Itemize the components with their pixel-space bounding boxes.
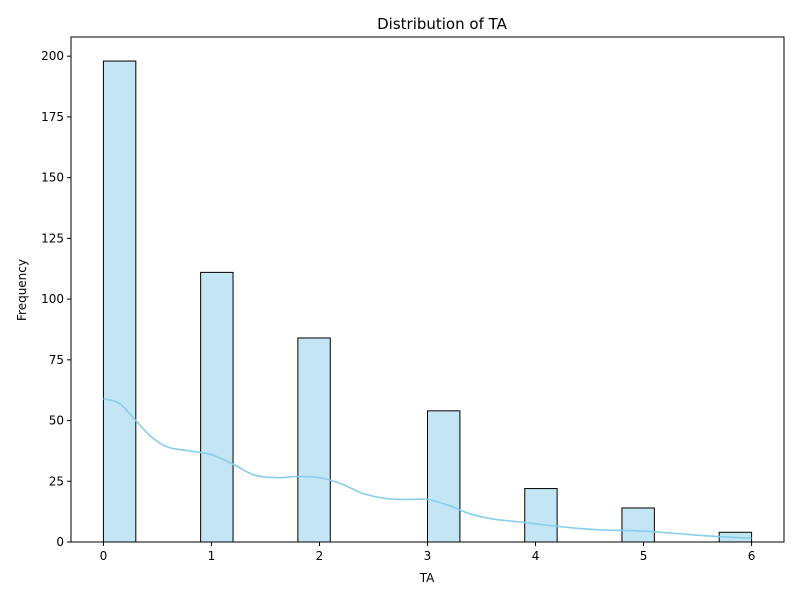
x-tick-label: 1 (208, 549, 216, 563)
y-tick-label: 100 (41, 292, 64, 306)
x-axis-label: TA (419, 571, 435, 585)
histogram-bar-1 (200, 271, 234, 543)
x-axis: 0 1 2 3 4 5 6 (100, 542, 756, 563)
histogram-bar-4 (524, 488, 558, 543)
y-tick-label: 125 (41, 231, 64, 245)
axes-spines (70, 36, 785, 543)
y-axis: 0 25 50 75 100 125 150 175 200 (41, 49, 71, 549)
y-tick-label: 150 (41, 171, 64, 185)
y-tick-label: 25 (49, 474, 64, 488)
x-tick-label: 3 (424, 549, 432, 563)
histogram-bar-0 (102, 60, 137, 543)
plot-frame (70, 36, 785, 543)
x-tick-label: 0 (100, 549, 108, 563)
y-tick-label: 200 (41, 49, 64, 63)
histogram-bar-3 (427, 410, 461, 543)
x-tick-label: 5 (640, 549, 648, 563)
kde-line (103, 397, 752, 540)
y-tick-label: 0 (56, 535, 64, 549)
x-tick-label: 6 (748, 549, 756, 563)
histogram-bar-5 (621, 507, 655, 543)
y-tick-label: 75 (49, 353, 64, 367)
y-axis-label: Frequency (15, 259, 29, 321)
x-tick-label: 2 (316, 549, 324, 563)
bars-group (102, 60, 753, 543)
x-tick-label: 4 (532, 549, 540, 563)
y-tick-label: 175 (41, 110, 64, 124)
kde-group (103, 397, 752, 540)
chart-title: Distribution of TA (377, 15, 508, 33)
histogram-bar-2 (297, 337, 331, 543)
y-tick-label: 50 (49, 414, 64, 428)
